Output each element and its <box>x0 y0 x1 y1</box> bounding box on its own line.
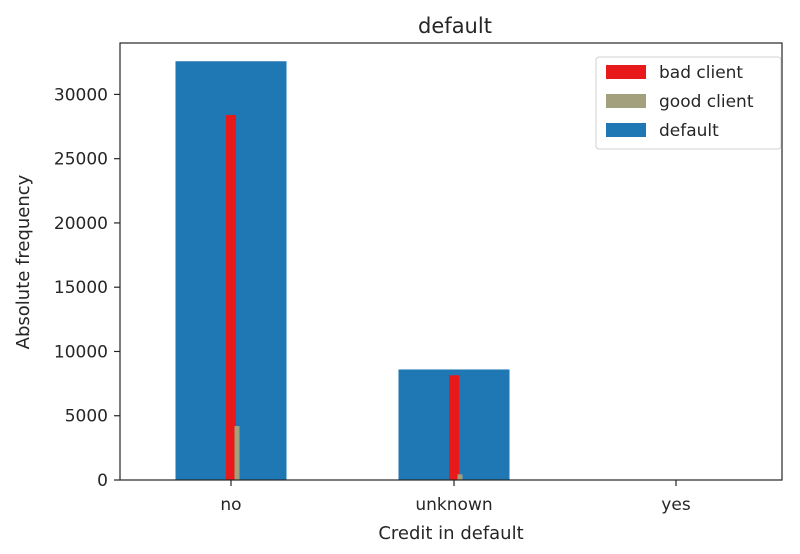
bar-bad-client-unknown <box>449 375 459 480</box>
y-tick-label: 10000 <box>54 342 108 362</box>
y-axis: 0 5000 10000 15000 20000 25000 30000 <box>54 85 120 491</box>
legend-swatch-bad-client <box>606 65 646 79</box>
legend-swatch-default <box>606 123 646 137</box>
legend-label-good-client: good client <box>659 92 754 112</box>
y-tick-label: 30000 <box>54 85 108 105</box>
legend: bad client good client default <box>595 56 782 150</box>
y-tick-label: 25000 <box>54 150 108 170</box>
chart-title: default <box>418 14 492 38</box>
x-tick-label: yes <box>661 495 691 515</box>
y-tick-label: 15000 <box>54 278 108 298</box>
bars-layer <box>175 61 732 481</box>
x-axis: no unknown yes <box>220 480 691 515</box>
x-tick-label: unknown <box>415 495 492 515</box>
y-tick-label: 5000 <box>65 407 108 427</box>
legend-label-bad-client: bad client <box>659 63 743 83</box>
x-tick-label: no <box>220 495 241 515</box>
plot-frame <box>119 42 783 481</box>
y-axis-label: Absolute frequency <box>13 174 34 349</box>
legend-label-default: default <box>659 121 719 141</box>
y-tick-label: 20000 <box>54 214 108 234</box>
bar-good-client-unknown <box>457 474 463 480</box>
bar-bad-client-no <box>226 114 236 480</box>
bar-good-client-no <box>234 426 240 480</box>
legend-swatch-good-client <box>606 94 646 108</box>
y-tick-label: 0 <box>97 471 108 491</box>
x-axis-label: Credit in default <box>378 523 523 544</box>
